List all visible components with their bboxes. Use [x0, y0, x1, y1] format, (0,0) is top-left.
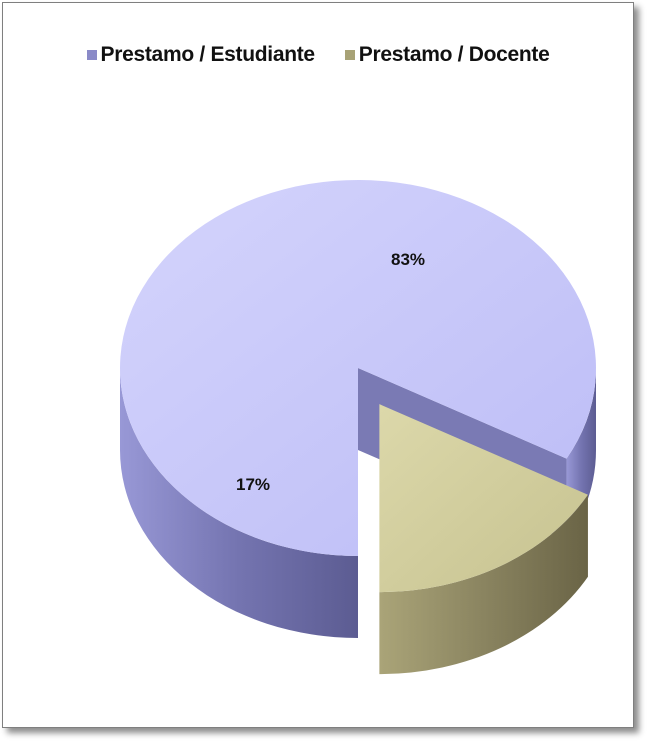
pie-chart: 83% 17% [120, 179, 597, 675]
legend-entry-estudiante: Prestamo / Estudiante [86, 43, 316, 67]
legend-label-docente: Prestamo / Docente [358, 43, 550, 66]
legend-swatch-docente [344, 50, 355, 60]
legend: Prestamo / Estudiante Prestamo / Docente [3, 43, 633, 67]
pie-slice-1 [379, 404, 588, 675]
legend-entry-docente: Prestamo / Docente [344, 43, 550, 67]
data-label-1: 17% [236, 475, 270, 494]
chart-frame: Prestamo / Estudiante Prestamo / Docente [2, 2, 634, 728]
legend-label-estudiante: Prestamo / Estudiante [100, 43, 316, 66]
data-label-0: 83% [391, 250, 425, 269]
legend-swatch-estudiante [86, 50, 97, 60]
